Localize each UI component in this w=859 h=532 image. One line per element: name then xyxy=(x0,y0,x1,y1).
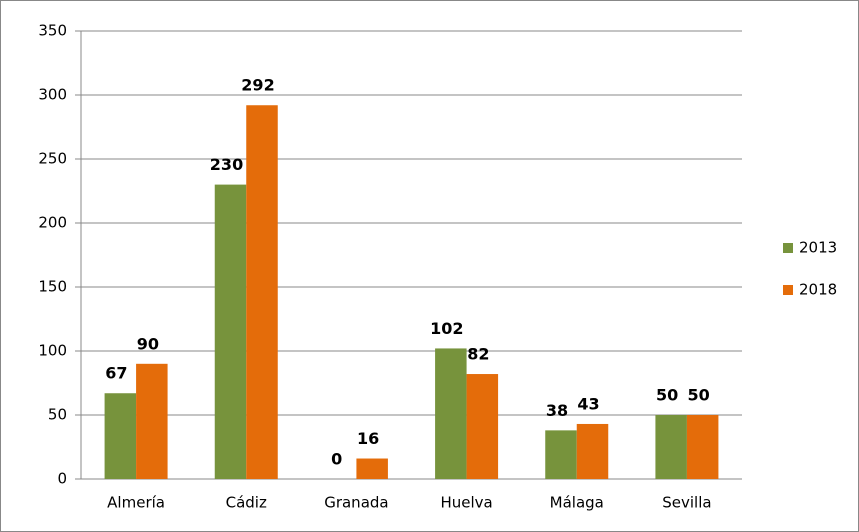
data-label: 90 xyxy=(137,334,159,353)
bar xyxy=(246,105,278,480)
y-tick-label: 0 xyxy=(57,470,67,488)
data-label: 50 xyxy=(688,386,710,405)
bar xyxy=(136,363,168,479)
bar xyxy=(576,423,609,479)
bar xyxy=(466,374,499,479)
legend-swatch xyxy=(783,243,793,253)
legend-swatch xyxy=(783,285,793,295)
x-tick-label: Huelva xyxy=(440,494,492,512)
data-label: 50 xyxy=(656,386,678,405)
data-label: 292 xyxy=(241,76,274,95)
data-label: 43 xyxy=(577,394,599,413)
bar xyxy=(655,415,687,479)
x-tick-label: Almería xyxy=(107,494,165,512)
data-label: 230 xyxy=(210,155,243,174)
y-tick-label: 100 xyxy=(38,342,67,360)
data-label: 102 xyxy=(430,319,463,338)
x-tick-label: Cádiz xyxy=(226,494,267,512)
data-label: 82 xyxy=(467,345,489,364)
bar xyxy=(214,184,247,479)
x-tick-label: Málaga xyxy=(550,494,604,512)
x-tick-label: Granada xyxy=(324,494,388,512)
y-tick-label: 200 xyxy=(38,214,67,232)
y-tick-label: 300 xyxy=(38,86,67,104)
y-tick-label: 250 xyxy=(38,150,67,168)
legend-label: 2013 xyxy=(799,239,837,257)
y-tick-label: 50 xyxy=(48,406,67,424)
x-tick-label: Sevilla xyxy=(662,494,711,512)
data-label: 38 xyxy=(546,401,568,420)
bar xyxy=(686,415,719,479)
legend-label: 2018 xyxy=(799,281,837,299)
bar xyxy=(356,458,388,479)
data-label: 67 xyxy=(105,364,127,383)
data-label: 0 xyxy=(331,450,342,469)
bar xyxy=(104,393,137,479)
y-tick-label: 350 xyxy=(38,22,67,40)
bar xyxy=(545,430,577,479)
y-tick-label: 150 xyxy=(38,278,67,296)
bar xyxy=(435,348,467,479)
data-label: 16 xyxy=(357,429,379,448)
